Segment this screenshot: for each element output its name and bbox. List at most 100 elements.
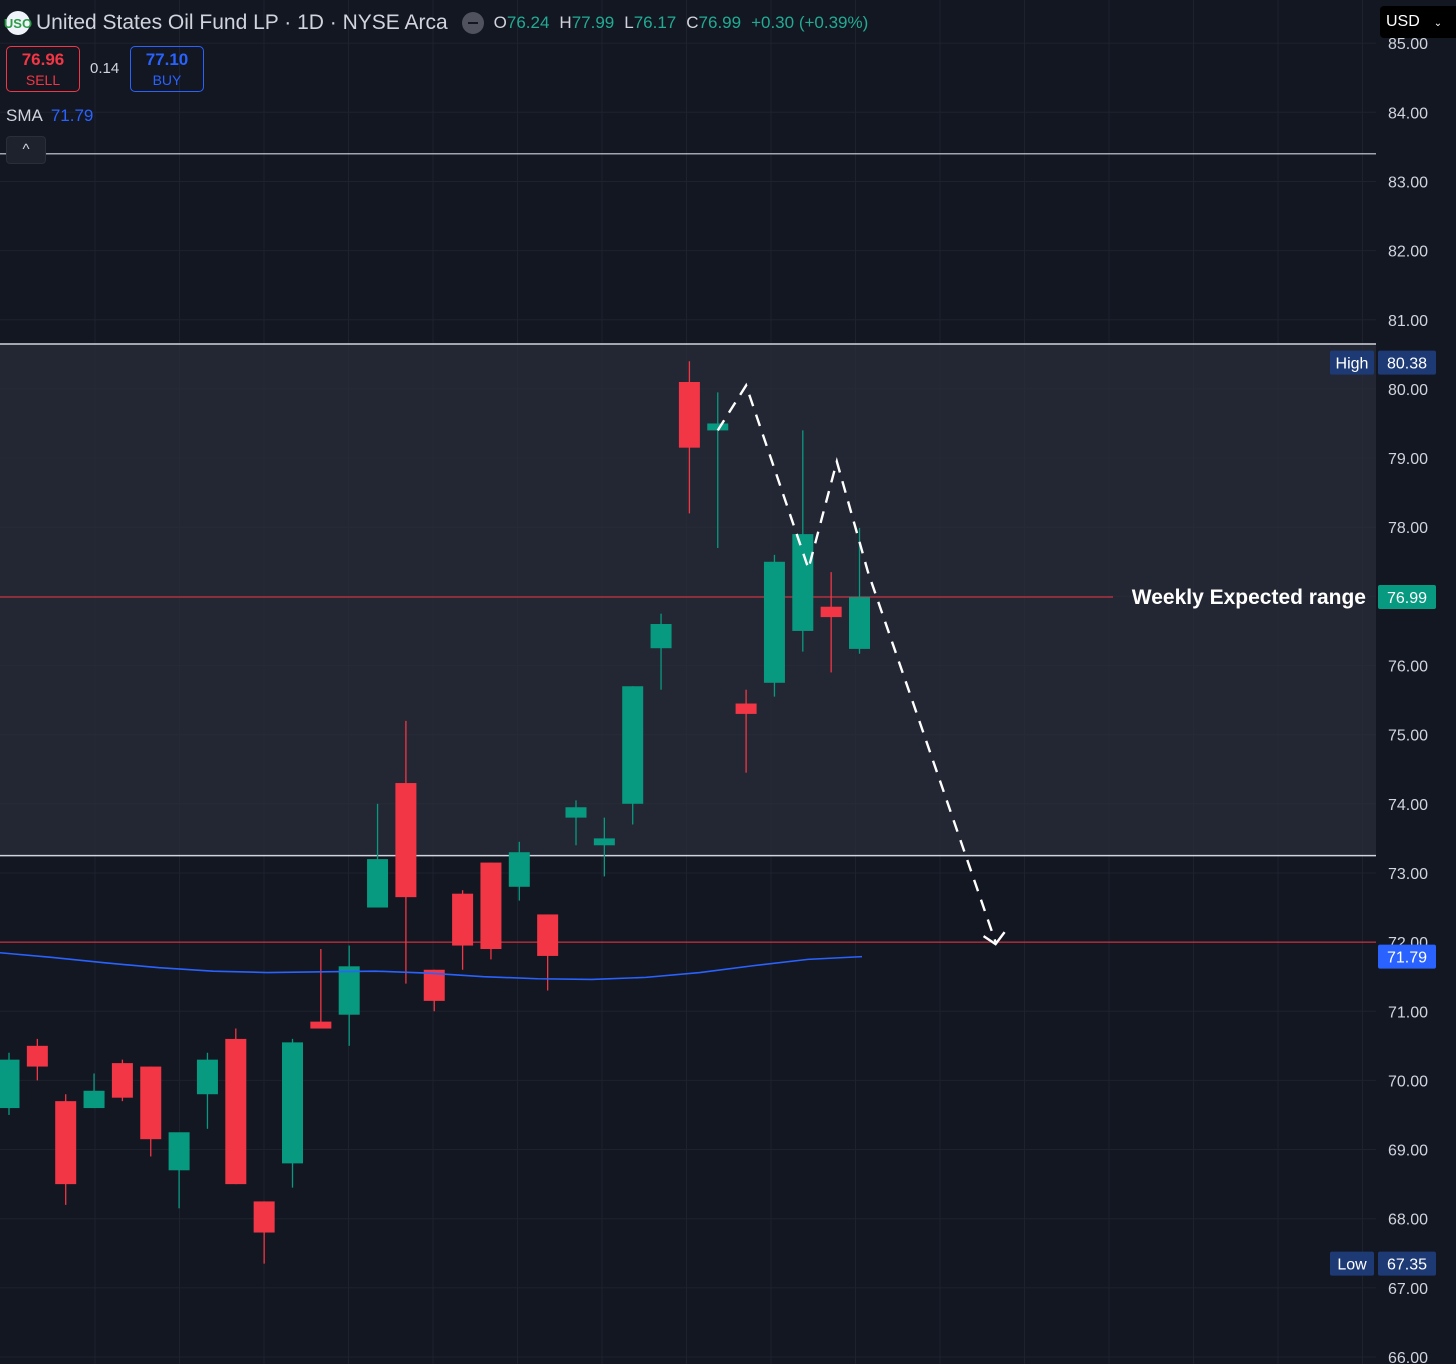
low-marker-tag-bg xyxy=(1330,1251,1374,1276)
low-marker: Low xyxy=(1330,1251,1374,1276)
price-axis-bg xyxy=(1376,0,1456,1364)
last-price-value-bg xyxy=(1378,585,1436,610)
candle xyxy=(310,949,332,1029)
candle xyxy=(196,1052,218,1129)
candle xyxy=(565,800,587,846)
candle xyxy=(650,613,672,690)
symbol-logo: USO xyxy=(4,11,32,35)
price-tick-label: 78.00 xyxy=(1388,520,1428,537)
candle-body xyxy=(452,893,474,946)
currency-select[interactable]: USD ⌄ xyxy=(1380,6,1456,38)
sma-price-value: 71.79 xyxy=(1387,950,1427,967)
candle xyxy=(707,392,729,548)
candle-body xyxy=(26,1045,48,1067)
candle xyxy=(26,1038,48,1081)
price-tick-label: 70.00 xyxy=(1388,1073,1428,1090)
collapse-legend-button[interactable]: ^ xyxy=(6,136,46,164)
candle xyxy=(849,527,870,654)
sell-price: 76.96 xyxy=(21,50,65,69)
price-tick-label: 67.00 xyxy=(1388,1281,1428,1298)
visibility-toggle-icon[interactable] xyxy=(461,12,484,34)
candle xyxy=(537,914,559,991)
candle-body xyxy=(168,1132,190,1171)
ohlc-open: O76.24 xyxy=(493,13,550,32)
currency-label: USD xyxy=(1386,13,1420,30)
high-marker: High xyxy=(1330,350,1374,375)
candle xyxy=(593,817,615,877)
candle xyxy=(367,803,389,908)
price-zones xyxy=(0,153,1376,943)
candle-body xyxy=(423,969,445,1001)
weekly-expected-range-label: Weekly Expected range xyxy=(1132,586,1366,609)
candle xyxy=(395,720,417,984)
sma-legend[interactable]: SMA 71.79 xyxy=(6,106,93,126)
high-marker-value: 80.38 xyxy=(1387,356,1427,373)
buy-button[interactable]: 77.10 BUY xyxy=(130,46,204,92)
buy-price: 77.10 xyxy=(145,50,189,69)
sma-value: 71.79 xyxy=(50,106,94,125)
buy-label: BUY xyxy=(152,72,182,88)
candle-body xyxy=(622,686,644,804)
price-tick-label: 71.00 xyxy=(1388,1004,1428,1021)
symbol-title[interactable]: United States Oil Fund LP · 1D · NYSE Ar… xyxy=(36,11,448,34)
candle xyxy=(111,1059,133,1102)
candle-body xyxy=(763,561,785,683)
candle-body xyxy=(678,381,700,448)
candle xyxy=(0,1052,20,1115)
high-marker-value-bg xyxy=(1378,350,1436,375)
price-tick-label: 82.00 xyxy=(1388,244,1428,261)
candle xyxy=(622,686,644,825)
price-tick-label: 74.00 xyxy=(1388,797,1428,814)
candle-body xyxy=(537,914,559,956)
price-tick-label: 84.00 xyxy=(1388,105,1428,122)
last-price-value: 76.99 xyxy=(1387,590,1427,607)
candle xyxy=(735,689,757,773)
candle-body xyxy=(310,1021,332,1029)
price-tick-label: 66.00 xyxy=(1388,1350,1428,1364)
price-tick-label: 79.00 xyxy=(1388,451,1428,468)
low-marker-tag-text: Low xyxy=(1337,1257,1367,1274)
candle-body xyxy=(480,862,502,950)
candle-body xyxy=(140,1066,162,1140)
price-axis[interactable]: 84.0083.0082.0081.0080.0079.0078.0077.00… xyxy=(1376,0,1456,1364)
candle-body xyxy=(593,838,615,846)
chevron-down-icon: ⌄ xyxy=(1433,18,1443,29)
candle xyxy=(820,572,842,673)
price-tick-label: 68.00 xyxy=(1388,1212,1428,1229)
high-marker-tag-bg xyxy=(1330,350,1374,375)
candle-body xyxy=(338,966,360,1015)
candle xyxy=(678,361,700,514)
sma-name: SMA xyxy=(6,106,43,125)
candle-body xyxy=(820,606,842,618)
low-marker-value: 67.35 xyxy=(1387,1257,1427,1274)
spread-value: 0.14 xyxy=(90,60,120,77)
candle-body xyxy=(508,852,530,887)
candle-body xyxy=(707,423,729,431)
sma-series-line xyxy=(0,951,863,981)
candles xyxy=(0,361,870,1264)
price-tags: High 80.38 Low 67.35 76.99 71.79 Weekly Expect… xyxy=(1132,350,1436,1276)
price-tick-label: 69.00 xyxy=(1388,1143,1428,1160)
sell-button[interactable]: 76.96 SELL xyxy=(6,46,80,92)
projection-path xyxy=(716,382,1006,946)
candle xyxy=(338,945,360,1046)
candle xyxy=(452,890,474,970)
candle-body xyxy=(253,1201,275,1233)
candle-body xyxy=(196,1059,218,1095)
candle xyxy=(423,969,445,1012)
price-tick-label: 73.00 xyxy=(1388,866,1428,883)
candle xyxy=(792,430,814,652)
sell-label: SELL xyxy=(25,72,61,88)
candle-body xyxy=(282,1042,303,1164)
ohlc-high: H77.99 xyxy=(559,13,615,32)
candle xyxy=(763,554,785,697)
candle xyxy=(225,1028,247,1185)
candle xyxy=(282,1038,303,1188)
candle-body xyxy=(0,1059,20,1109)
ohlc-low: L76.17 xyxy=(624,13,677,32)
high-marker-tag-text: High xyxy=(1336,356,1369,373)
price-tick-label: 81.00 xyxy=(1388,313,1428,330)
low-marker-value-bg xyxy=(1378,1251,1436,1276)
price-tick-label: 76.00 xyxy=(1388,659,1428,676)
